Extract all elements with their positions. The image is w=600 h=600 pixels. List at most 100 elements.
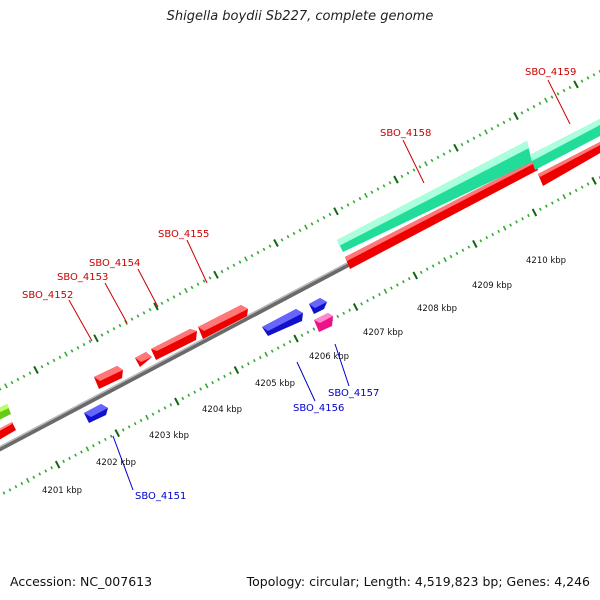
minor-tick (109, 434, 113, 438)
major-tick (213, 270, 219, 279)
minor-tick (460, 143, 464, 147)
minor-tick (316, 219, 320, 223)
minor-tick (497, 229, 501, 233)
minor-tick (166, 298, 170, 302)
label-sbo-4157: SBO_4157 (328, 388, 379, 399)
minor-tick (568, 85, 572, 90)
minor-tick (418, 165, 422, 169)
minor-tick (574, 188, 578, 192)
minor-tick (211, 381, 214, 385)
minor-tick (178, 292, 182, 296)
minor-tick (382, 184, 386, 188)
minor-tick (142, 311, 146, 315)
minor-tick (241, 365, 244, 369)
minor-tick (467, 245, 471, 249)
minor-tick (133, 422, 137, 426)
minor-tick (352, 200, 356, 204)
forward-callouts (68, 79, 571, 342)
scale-label: 4204 kbp (202, 405, 242, 415)
minor-tick (148, 308, 152, 312)
label-sbo-4152: SBO_4152 (22, 290, 73, 301)
gene-sbo-4158[interactable] (345, 160, 538, 269)
minor-tick (401, 280, 405, 284)
gene-sbo-4156b[interactable] (309, 298, 327, 314)
label-sbo-4158: SBO_4158 (380, 128, 431, 139)
minor-tick (127, 425, 131, 429)
minor-tick (220, 269, 224, 274)
minor-tick (425, 267, 429, 271)
minor-tick (250, 254, 254, 258)
minor-tick (44, 469, 48, 473)
gene-sbo-4151[interactable] (84, 404, 108, 423)
minor-tick (229, 371, 232, 375)
minor-tick (232, 263, 236, 267)
minor-tick (169, 403, 173, 407)
gene-sbo-4152[interactable] (94, 366, 123, 389)
minor-tick (10, 381, 14, 385)
minor-tick (286, 235, 290, 239)
label-sbo-4153: SBO_4153 (57, 272, 108, 283)
minor-tick (244, 256, 248, 262)
gene-left-edge-red[interactable] (0, 422, 16, 440)
minor-tick (124, 319, 128, 325)
major-tick (333, 207, 339, 216)
minor-tick (199, 387, 203, 391)
minor-tick (304, 224, 308, 230)
minor-tick (340, 206, 344, 210)
minor-tick (592, 73, 596, 77)
major-tick (531, 208, 538, 217)
minor-tick (22, 374, 26, 378)
minor-tick (515, 220, 518, 224)
minor-tick (568, 191, 572, 196)
minor-tick (58, 355, 62, 359)
gene-sbo-4157[interactable] (314, 313, 333, 332)
major-tick (412, 271, 418, 280)
minor-tick (509, 223, 512, 227)
minor-tick (390, 286, 393, 290)
minor-tick (184, 288, 188, 294)
major-tick (393, 175, 399, 184)
minor-tick (292, 231, 296, 236)
minor-tick (539, 207, 542, 211)
major-tick (591, 176, 597, 185)
minor-tick (346, 203, 350, 207)
minor-tick (378, 292, 381, 296)
minor-tick (306, 330, 310, 334)
minor-tick (532, 104, 536, 109)
minor-tick (40, 365, 44, 369)
minor-tick (258, 355, 262, 360)
minor-tick (100, 333, 104, 337)
minor-tick (370, 190, 374, 194)
major-tick (233, 366, 240, 375)
minor-tick (2, 491, 6, 495)
minor-tick (322, 216, 326, 220)
gene-sbo-4155[interactable] (198, 305, 248, 339)
minor-tick (502, 225, 507, 231)
minor-tick (562, 89, 566, 93)
minor-tick (97, 440, 101, 445)
minor-tick (431, 264, 435, 268)
minor-tick (181, 396, 185, 401)
gene-sbo-4159-green[interactable] (530, 118, 600, 170)
minor-tick (455, 251, 459, 255)
minor-tick (226, 266, 230, 271)
major-tick (33, 365, 39, 374)
minor-tick (550, 95, 554, 99)
gene-green-large[interactable] (337, 141, 532, 252)
minor-tick (8, 488, 12, 492)
scale-label: 4208 kbp (417, 304, 457, 314)
major-tick (114, 429, 120, 438)
minor-tick (25, 477, 30, 483)
major-tick (453, 143, 459, 152)
minor-tick (376, 187, 380, 191)
gene-sbo-4153[interactable] (135, 352, 152, 367)
minor-tick (0, 387, 2, 391)
gene-sbo-4156[interactable] (262, 309, 303, 336)
gene-sbo-4154[interactable] (151, 329, 197, 360)
minor-tick (372, 295, 375, 300)
gene-sbo-4159-red[interactable] (538, 141, 600, 186)
gene-left-edge-green[interactable] (0, 404, 11, 421)
minor-tick (121, 428, 125, 432)
label-sbo-4156: SBO_4156 (293, 403, 344, 414)
